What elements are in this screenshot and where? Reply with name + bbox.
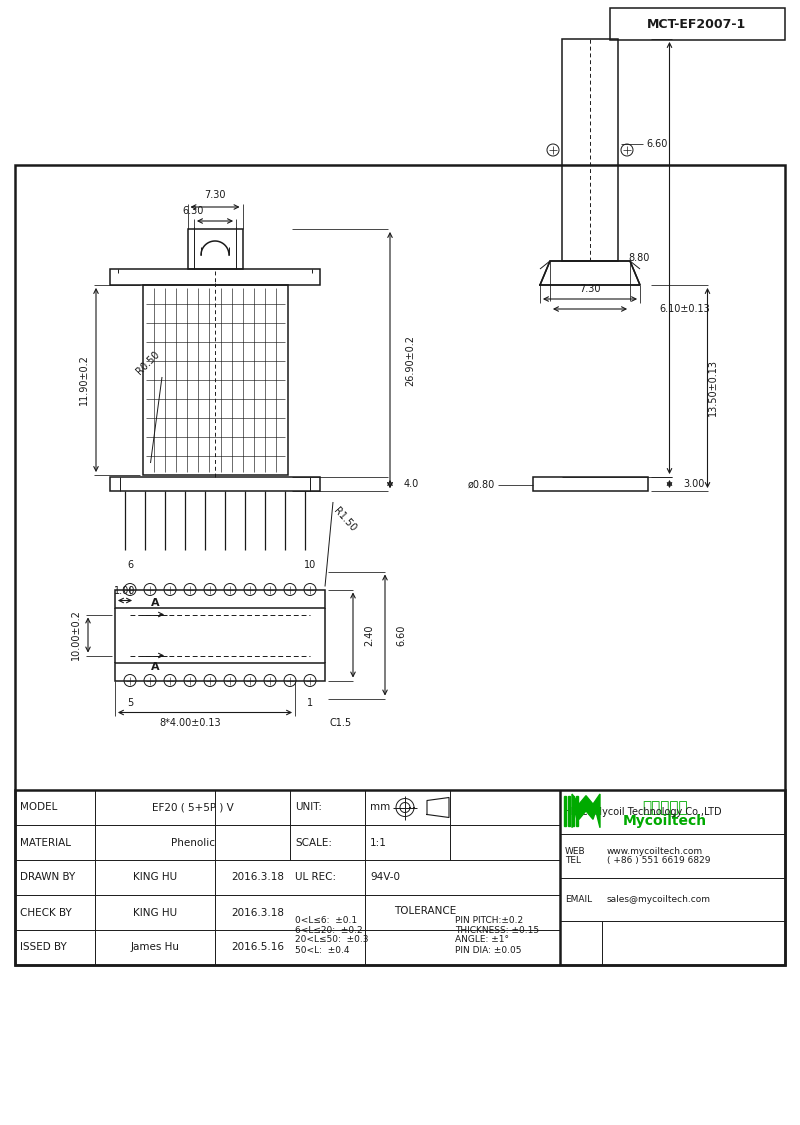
Text: www.mycoiltech.com: www.mycoiltech.com <box>607 847 703 856</box>
Polygon shape <box>572 794 600 828</box>
Text: 50<L:  ±0.4: 50<L: ±0.4 <box>295 946 350 955</box>
Text: Hefei Mycoil Technology Co.,LTD: Hefei Mycoil Technology Co.,LTD <box>565 807 722 817</box>
Text: 6.30: 6.30 <box>182 206 204 216</box>
Text: 8*4.00±0.13: 8*4.00±0.13 <box>159 719 221 729</box>
Text: 7.30: 7.30 <box>204 190 226 200</box>
Text: DRAWN BY: DRAWN BY <box>20 873 75 882</box>
Text: KING HU: KING HU <box>133 908 177 918</box>
Bar <box>562 39 618 261</box>
Text: 0<L≤6:  ±0.1: 0<L≤6: ±0.1 <box>295 916 357 925</box>
Text: 6<L≤20:  ±0.2: 6<L≤20: ±0.2 <box>295 926 362 935</box>
Text: 6.60: 6.60 <box>646 140 667 148</box>
Text: 2016.3.18: 2016.3.18 <box>231 908 284 918</box>
Text: SCALE:: SCALE: <box>295 837 332 847</box>
Text: 1: 1 <box>307 698 313 708</box>
Text: 4.0: 4.0 <box>404 479 419 489</box>
Text: 麦可一科技: 麦可一科技 <box>642 800 688 816</box>
Text: 26.90±0.2: 26.90±0.2 <box>405 334 415 386</box>
Text: 5: 5 <box>127 698 133 708</box>
Text: 2.40: 2.40 <box>364 624 374 646</box>
Text: sales@mycoiltech.com: sales@mycoiltech.com <box>607 894 711 903</box>
Text: MATERIAL: MATERIAL <box>20 837 71 847</box>
Text: 20<L≤50:  ±0.3: 20<L≤50: ±0.3 <box>295 935 369 944</box>
Text: ø0.80: ø0.80 <box>467 480 494 490</box>
Polygon shape <box>568 796 570 826</box>
Text: WEB: WEB <box>565 847 586 856</box>
Text: R0.50: R0.50 <box>134 350 162 377</box>
Text: MODEL: MODEL <box>20 802 58 812</box>
Text: 1.00: 1.00 <box>114 585 136 595</box>
Text: Mycoiltech: Mycoiltech <box>623 813 707 828</box>
Text: 11.90±0.2: 11.90±0.2 <box>79 354 89 405</box>
Text: 7.30: 7.30 <box>579 284 601 294</box>
Polygon shape <box>572 796 574 826</box>
Bar <box>115 590 325 608</box>
Text: EMAIL: EMAIL <box>565 894 592 903</box>
Polygon shape <box>576 796 578 826</box>
Text: 6.60: 6.60 <box>396 624 406 646</box>
Bar <box>110 269 320 285</box>
Text: 2016.3.18: 2016.3.18 <box>231 873 284 882</box>
Text: EF20 ( 5+5P ) V: EF20 ( 5+5P ) V <box>152 802 234 812</box>
Bar <box>187 229 242 269</box>
Text: ( +86 ) 551 6619 6829: ( +86 ) 551 6619 6829 <box>607 856 710 865</box>
Text: Phenolic: Phenolic <box>170 837 214 847</box>
Bar <box>15 165 785 965</box>
Text: UL REC:: UL REC: <box>295 873 336 882</box>
Text: THICKNESS: ±0.15: THICKNESS: ±0.15 <box>455 926 539 935</box>
Text: TOLERANCE: TOLERANCE <box>394 906 456 916</box>
Text: 6: 6 <box>127 560 133 570</box>
Text: 6.10±0.13: 6.10±0.13 <box>660 304 710 314</box>
Text: mm: mm <box>370 802 390 812</box>
Text: James Hu: James Hu <box>130 943 179 953</box>
Text: 3.00: 3.00 <box>683 479 705 489</box>
Bar <box>15 790 785 965</box>
Bar <box>115 663 325 681</box>
Text: A: A <box>150 598 159 609</box>
Text: C1.5: C1.5 <box>330 719 352 729</box>
Text: CHECK BY: CHECK BY <box>20 908 72 918</box>
Bar <box>110 477 320 490</box>
Text: PIN PITCH:±0.2: PIN PITCH:±0.2 <box>455 916 523 925</box>
Text: PIN DIA: ±0.05: PIN DIA: ±0.05 <box>455 946 522 955</box>
Text: KING HU: KING HU <box>133 873 177 882</box>
Text: ANGLE: ±1°: ANGLE: ±1° <box>455 935 509 944</box>
Text: ISSED BY: ISSED BY <box>20 943 66 953</box>
Text: 10.00±0.2: 10.00±0.2 <box>71 610 81 660</box>
Bar <box>142 285 287 475</box>
Text: MCT-EF2007-1: MCT-EF2007-1 <box>647 18 746 30</box>
Text: 1:1: 1:1 <box>370 837 387 847</box>
Bar <box>610 8 785 40</box>
Bar <box>533 477 647 490</box>
Polygon shape <box>564 796 566 826</box>
Text: TEL: TEL <box>565 856 581 865</box>
Text: UNIT:: UNIT: <box>295 802 322 812</box>
Text: A: A <box>150 662 159 672</box>
Text: 94V-0: 94V-0 <box>370 873 400 882</box>
Text: 8.80: 8.80 <box>628 253 650 263</box>
Text: R1.50: R1.50 <box>332 506 358 534</box>
Text: 13.50±0.13: 13.50±0.13 <box>707 360 718 416</box>
Text: 2016.5.16: 2016.5.16 <box>231 943 284 953</box>
Text: 10: 10 <box>304 560 316 570</box>
